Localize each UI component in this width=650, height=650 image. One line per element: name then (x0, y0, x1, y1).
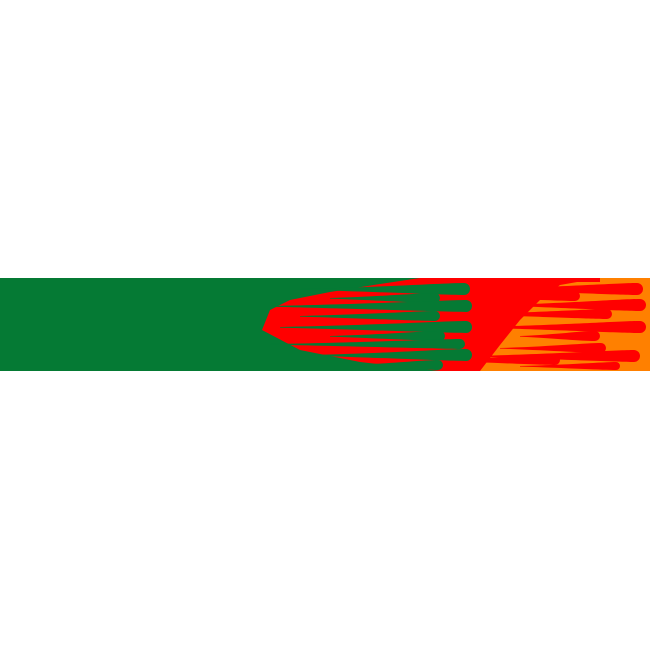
red-flame-tongue (500, 299, 646, 311)
red-flame-tongue (520, 331, 600, 341)
red-flame-tongue (450, 291, 580, 301)
red-flame-tongue (520, 362, 620, 370)
green-flame-tongue (270, 339, 465, 349)
red-flame-tongue (500, 343, 606, 353)
green-flame-tongue (270, 300, 472, 312)
green-flame-body (0, 278, 440, 371)
green-flame-tongue (280, 321, 472, 333)
green-flame-tongue (350, 360, 443, 370)
flames-banner (0, 278, 650, 371)
green-flame-tongue (310, 349, 472, 361)
green-flame-tongue (330, 331, 445, 341)
red-flame-tongue (470, 309, 612, 319)
green-flame-tongue (330, 293, 440, 303)
red-flame-tongue (480, 321, 646, 333)
green-flame-tongue (300, 311, 440, 321)
green-flame-tongue (300, 283, 470, 295)
green-flame-layer (0, 278, 472, 371)
red-flame-tongue (430, 355, 560, 365)
red-flame-tongue (480, 283, 643, 295)
